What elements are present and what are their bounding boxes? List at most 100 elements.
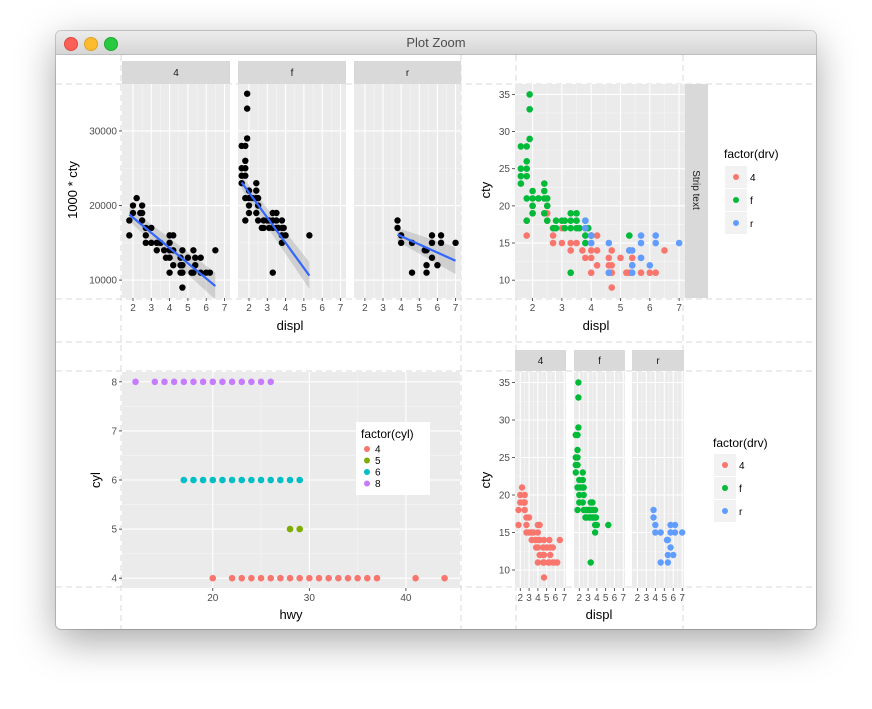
zoom-button[interactable]	[104, 37, 118, 51]
data-point	[242, 142, 249, 150]
data-point	[574, 461, 581, 469]
data-point	[675, 239, 683, 247]
data-point	[199, 378, 207, 386]
data-point	[593, 521, 601, 529]
data-point	[254, 194, 262, 202]
data-point	[652, 239, 659, 247]
y-axis-title: 1000 * cty	[65, 161, 80, 219]
data-point	[253, 179, 260, 187]
data-point	[153, 247, 160, 254]
data-point	[549, 239, 557, 247]
data-point	[166, 254, 173, 261]
facet-panel-4: 10 15 20 25 30 35 2 3 4 5 6 7	[499, 372, 567, 604]
data-point	[567, 247, 574, 254]
legend-key-label: f	[739, 484, 742, 495]
minimize-button[interactable]	[84, 37, 98, 51]
y-tick-label: 15	[499, 528, 511, 539]
data-point	[664, 559, 672, 566]
data-point	[190, 476, 197, 484]
data-point	[408, 269, 416, 276]
y-tick-label: 20	[499, 201, 511, 212]
data-point	[567, 269, 574, 277]
data-point	[254, 217, 262, 224]
data-point	[306, 574, 313, 582]
data-point	[608, 262, 616, 269]
data-point	[315, 574, 323, 582]
x-tick-label: 2	[517, 593, 523, 604]
data-point	[286, 574, 294, 582]
data-point	[579, 469, 586, 476]
data-point	[138, 209, 146, 217]
x-tick-label: 3	[559, 303, 565, 314]
data-point	[242, 217, 249, 224]
x-tick-label: 7	[338, 303, 344, 314]
data-point	[549, 232, 557, 239]
data-point	[549, 544, 557, 551]
x-tick-label: 5	[301, 303, 307, 314]
data-point	[637, 232, 645, 239]
data-point	[260, 224, 267, 232]
data-point	[628, 247, 636, 254]
y-tick-label: 5	[111, 525, 117, 536]
data-point	[670, 551, 677, 559]
y-tick-label: 10000	[89, 276, 117, 287]
data-point	[664, 536, 672, 544]
data-point	[582, 232, 589, 239]
data-point	[344, 574, 352, 582]
y-tick-label: 35	[499, 378, 511, 389]
data-point	[587, 232, 595, 239]
data-point	[534, 544, 542, 551]
data-point	[530, 529, 537, 536]
facet-panel-r: 2 3 4 5 6 7	[354, 84, 461, 314]
facet-strip-label: Strip text	[690, 170, 701, 210]
data-point	[582, 224, 589, 232]
data-point	[142, 239, 149, 247]
data-point	[579, 476, 586, 484]
data-point	[541, 180, 548, 187]
data-point	[626, 232, 633, 239]
legend-key-dot	[722, 462, 728, 468]
data-point	[576, 491, 583, 499]
data-point	[608, 284, 616, 291]
data-point	[437, 232, 445, 239]
x-tick-label: 3	[644, 593, 650, 604]
data-point	[573, 239, 580, 247]
data-point	[209, 574, 217, 582]
data-point	[179, 261, 186, 269]
data-point	[593, 262, 601, 269]
facet-strip-label: f	[598, 356, 601, 367]
data-point	[166, 239, 173, 247]
data-point	[536, 536, 543, 544]
x-tick-label: 2	[576, 593, 582, 604]
legend-key-dot	[733, 220, 739, 226]
data-point	[197, 254, 204, 261]
data-point	[664, 551, 672, 559]
x-tick-label: 5	[603, 593, 609, 604]
data-point	[228, 378, 236, 386]
data-point	[587, 247, 595, 254]
data-point	[523, 157, 531, 165]
legend-key-label: r	[750, 219, 754, 230]
data-point	[423, 261, 430, 269]
data-point	[574, 454, 581, 461]
legend-key-label: 8	[375, 479, 381, 490]
data-point	[160, 247, 168, 254]
data-point	[587, 254, 595, 262]
data-point	[245, 202, 253, 209]
data-point	[534, 529, 542, 536]
data-point	[199, 476, 207, 484]
data-point	[397, 239, 405, 247]
data-point	[180, 476, 188, 484]
data-point	[206, 269, 214, 276]
x-tick-label: 4	[653, 593, 659, 604]
data-point	[238, 574, 246, 582]
legend-key-dot	[722, 485, 728, 491]
close-button[interactable]	[64, 37, 78, 51]
data-point	[529, 187, 536, 195]
legend-key-dot	[733, 197, 739, 203]
legend-key-label: 5	[375, 456, 381, 467]
data-point	[151, 378, 159, 386]
y-tick-label: 30000	[89, 126, 117, 137]
data-point	[573, 217, 580, 225]
